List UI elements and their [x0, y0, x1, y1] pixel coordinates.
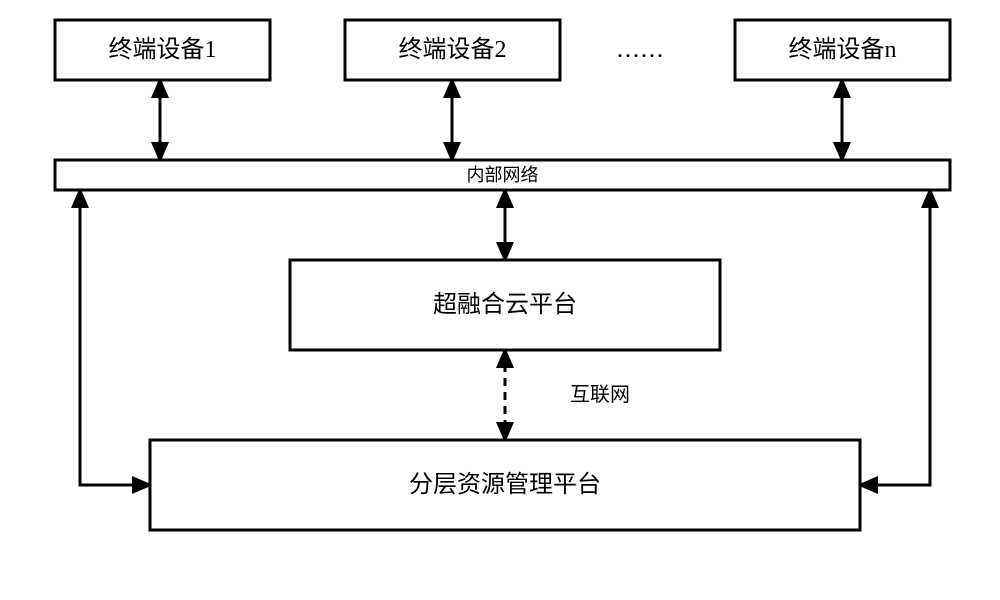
svg-text:超融合云平台: 超融合云平台	[433, 291, 577, 318]
svg-text:互联网: 互联网	[570, 383, 630, 406]
node-ellipsis: ……	[616, 37, 664, 63]
node-terminal2: 终端设备2	[345, 20, 560, 80]
node-terminal1: 终端设备1	[55, 20, 270, 80]
node-terminalN: 终端设备n	[735, 20, 950, 80]
svg-text:……: ……	[616, 37, 664, 63]
svg-text:终端设备2: 终端设备2	[399, 36, 507, 63]
svg-text:内部网络: 内部网络	[467, 165, 539, 185]
node-tier: 分层资源管理平台	[150, 440, 860, 530]
svg-text:终端设备1: 终端设备1	[109, 36, 217, 63]
edge-net-tier-right	[860, 190, 930, 485]
edge-net-tier-left	[80, 190, 150, 485]
svg-text:终端设备n: 终端设备n	[789, 36, 897, 63]
svg-text:分层资源管理平台: 分层资源管理平台	[409, 471, 601, 498]
node-hci: 超融合云平台	[290, 260, 720, 350]
node-intranet: 内部网络	[55, 160, 950, 190]
node-internet: 互联网	[570, 383, 630, 406]
